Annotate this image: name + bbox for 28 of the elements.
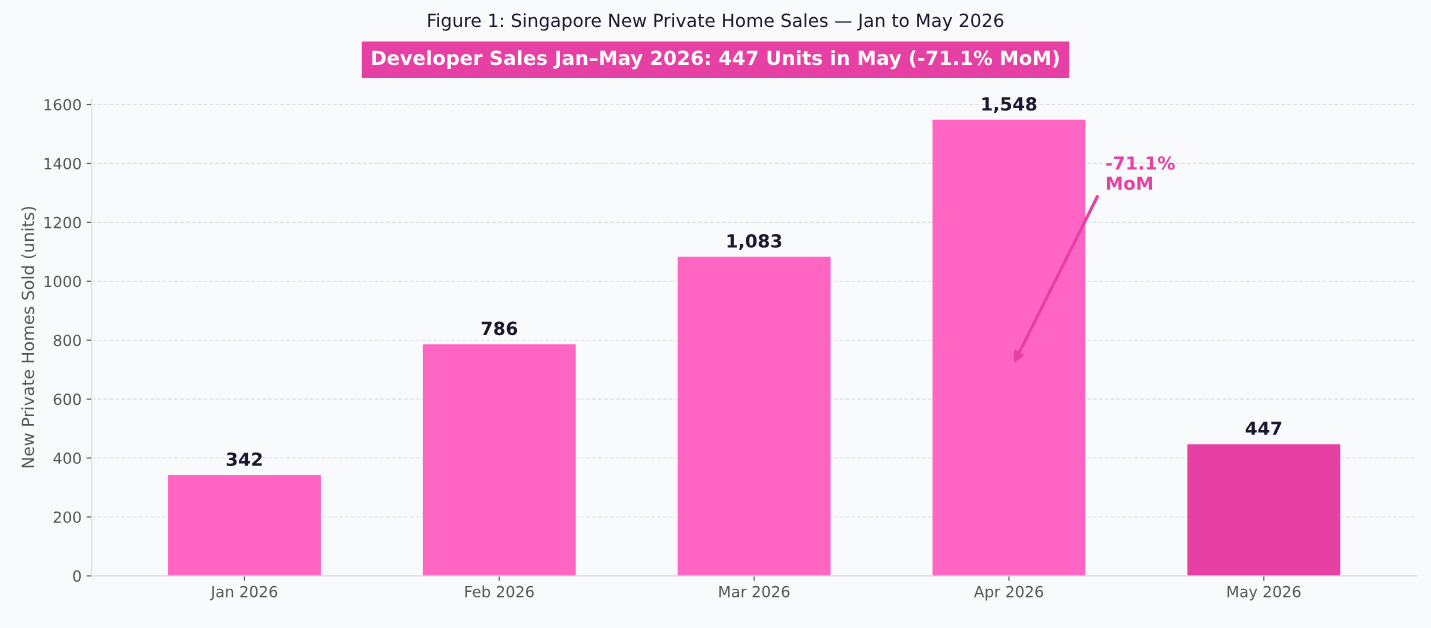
x-tick-label: Apr 2026	[974, 585, 1044, 601]
bar	[422, 344, 576, 576]
y-tick-label: 0	[73, 570, 81, 582]
y-tick-label: 1000	[44, 275, 81, 288]
x-tick-label: May 2026	[1227, 585, 1301, 601]
x-tick-label: Jan 2026	[210, 585, 278, 601]
bar	[168, 475, 321, 576]
y-tick-label: 600	[53, 393, 81, 406]
y-tick-label: 1200	[44, 216, 81, 229]
bar	[677, 256, 831, 576]
chart-subtitle: Developer Sales Jan–May 2026: 447 Units in May (-71.1% MoM)	[372, 50, 1059, 70]
data-label: 786	[481, 321, 518, 336]
annotation: -71.1% MoM	[1106, 156, 1175, 191]
data-label: 342	[226, 452, 262, 467]
y-tick-label: 400	[53, 452, 81, 465]
y-tick-label: 1400	[44, 157, 81, 170]
data-label: 1,083	[727, 234, 782, 251]
y-tick-label: 800	[53, 334, 81, 347]
bar	[932, 119, 1086, 576]
data-label: 447	[1245, 421, 1282, 435]
data-label: 1,548	[982, 97, 1037, 114]
y-tick-label: 200	[53, 511, 81, 523]
y-axis-title: New Private Homes Sold (units)	[21, 206, 37, 468]
y-tick-label: 1600	[44, 98, 81, 111]
x-tick-label: Mar 2026	[719, 585, 790, 598]
bar	[1187, 444, 1341, 576]
x-tick-label: Feb 2026	[465, 585, 534, 598]
chart-title: Figure 1: Singapore New Private Home Sales — Jan to May 2026	[428, 13, 1004, 31]
